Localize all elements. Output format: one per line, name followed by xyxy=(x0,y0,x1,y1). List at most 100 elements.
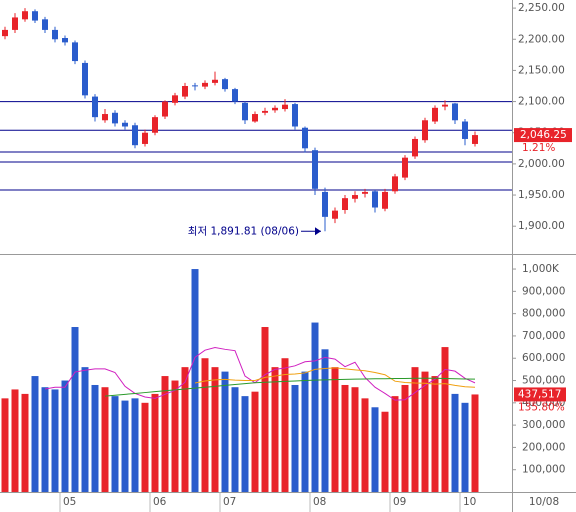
y-tick-label: 2,100.00 xyxy=(518,96,565,108)
volume-bar xyxy=(201,358,209,492)
volume-bar xyxy=(151,393,159,492)
volume-bar xyxy=(181,367,189,492)
candle-body xyxy=(152,117,158,133)
candle-body xyxy=(332,210,338,219)
candle-body xyxy=(322,191,328,217)
candle-body xyxy=(12,17,18,30)
candle-body xyxy=(272,107,278,111)
volume-bar xyxy=(111,396,119,492)
y-tick-label: 2,250.00 xyxy=(518,2,565,14)
volume-bar xyxy=(381,411,389,492)
candle-body xyxy=(402,157,408,178)
volume-bar xyxy=(291,384,299,492)
candle-body xyxy=(462,121,468,139)
current-date: 10/08 xyxy=(529,496,559,508)
candle-body xyxy=(442,104,448,107)
volume-bar xyxy=(461,402,469,492)
candle-body xyxy=(212,79,218,83)
volume-bar xyxy=(351,387,359,492)
y-tick-label: 1,950.00 xyxy=(518,189,565,201)
candle-body xyxy=(82,62,88,96)
volume-bar xyxy=(281,358,289,492)
volume-bar xyxy=(261,327,269,492)
change-pct: 1.21% xyxy=(522,142,555,154)
candle-body xyxy=(132,125,138,146)
volume-bar xyxy=(21,393,29,492)
y-tick-label: 800,000 xyxy=(522,308,565,320)
volume-bar xyxy=(391,396,399,492)
moving-average xyxy=(104,377,476,397)
volume-bar xyxy=(91,384,99,492)
candle-body xyxy=(412,138,418,157)
candle-body xyxy=(192,85,198,87)
volume-bar xyxy=(1,398,9,492)
volume-bar xyxy=(311,322,319,492)
volume-bar xyxy=(221,371,229,492)
candle-body xyxy=(242,102,248,121)
y-tick-label: 2,150.00 xyxy=(518,64,565,76)
candle-body xyxy=(362,191,368,194)
candle-body xyxy=(252,114,258,122)
candle-body xyxy=(32,11,38,21)
candle-body xyxy=(312,150,318,189)
candle-body xyxy=(92,96,98,118)
candle-body xyxy=(72,42,78,62)
volume-bar xyxy=(41,387,49,492)
volume-bar xyxy=(61,380,69,492)
y-tick-label: 2,200.00 xyxy=(518,33,565,45)
volume-bar xyxy=(161,376,169,492)
volume-bar xyxy=(441,347,449,492)
candle-body xyxy=(472,135,478,144)
volume-tag: 437,517 xyxy=(518,388,561,400)
price-tag: 2,046.25 xyxy=(520,129,567,141)
candle-body xyxy=(172,95,178,103)
candle-body xyxy=(292,104,298,127)
x-tick-label: 09 xyxy=(393,496,406,508)
candle-body xyxy=(202,82,208,87)
volume-bar xyxy=(241,396,249,492)
candle-body xyxy=(302,127,308,149)
volume-bar xyxy=(471,394,479,492)
candle-body xyxy=(122,122,128,127)
candle-body xyxy=(162,101,168,117)
candle-body xyxy=(372,191,378,208)
x-tick-label: 08 xyxy=(313,496,326,508)
candle-body xyxy=(282,104,288,110)
volume-bar xyxy=(171,380,179,492)
candle-body xyxy=(262,110,268,113)
candle-body xyxy=(112,112,118,124)
y-tick-label: 500,000 xyxy=(522,375,565,387)
x-tick-label: 07 xyxy=(223,496,236,508)
volume-bar xyxy=(11,389,19,492)
y-tick-label: 100,000 xyxy=(522,464,565,476)
volume-bar xyxy=(251,391,259,492)
candle-body xyxy=(42,19,48,30)
candle-body xyxy=(352,195,358,199)
y-tick-label: 300,000 xyxy=(522,419,565,431)
volume-bar xyxy=(51,389,59,492)
volume-bar xyxy=(211,367,219,492)
volume-bar xyxy=(331,367,339,492)
candle-body xyxy=(342,198,348,211)
y-tick-label: 1,000K xyxy=(522,263,560,275)
volume-bar xyxy=(371,407,379,492)
candle-body xyxy=(182,85,188,97)
y-tick-label: 2,000.00 xyxy=(518,158,565,170)
x-tick-label: 05 xyxy=(63,496,76,508)
volume-tag-box xyxy=(514,387,566,402)
candle-body xyxy=(52,29,58,40)
volume-bar xyxy=(81,367,89,492)
candle-body xyxy=(382,191,388,209)
volume-bar xyxy=(71,327,79,492)
x-tick-label: 10 xyxy=(463,496,476,508)
candle-body xyxy=(432,107,438,122)
candle-body xyxy=(452,103,458,121)
volume-bar xyxy=(31,376,39,492)
candle-body xyxy=(102,114,108,121)
candle-body xyxy=(222,79,228,90)
volume-bar xyxy=(321,349,329,492)
volume-bar xyxy=(101,387,109,492)
x-tick-label: 06 xyxy=(153,496,167,508)
volume-bar xyxy=(131,398,139,492)
candle-body xyxy=(22,11,28,20)
